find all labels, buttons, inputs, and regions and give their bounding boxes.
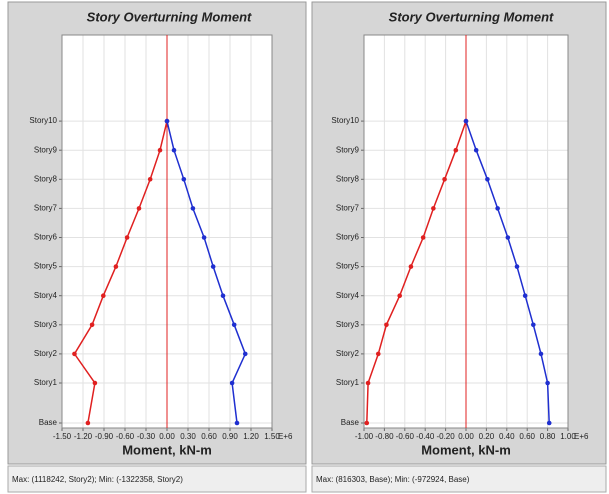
point xyxy=(89,322,95,328)
point xyxy=(242,351,248,357)
point xyxy=(514,264,520,269)
y-tick-label: Story10 xyxy=(331,116,359,125)
x-tick-label: 0.60 xyxy=(201,432,217,441)
y-tick-label: Story7 xyxy=(34,204,58,213)
y-tick-label: Story4 xyxy=(34,291,58,300)
point xyxy=(113,264,119,269)
footer-bar xyxy=(7,465,307,493)
x-tick-label: -0.30 xyxy=(137,432,156,441)
x-tick-label: -0.90 xyxy=(95,432,114,441)
y-tick-label: Story1 xyxy=(34,378,58,387)
point xyxy=(171,147,177,153)
x-tick-label: 0.60 xyxy=(519,432,535,441)
point xyxy=(442,177,447,182)
point xyxy=(229,380,235,386)
y-tick-label: Story9 xyxy=(34,145,58,154)
point xyxy=(364,420,370,426)
y-tick-label: Story7 xyxy=(336,204,360,213)
point xyxy=(473,147,479,153)
y-tick-label: Story1 xyxy=(336,378,360,387)
point xyxy=(234,420,240,426)
point xyxy=(545,380,550,386)
footer-bar xyxy=(311,465,607,493)
chart-title: Story Overturning Moment xyxy=(87,9,252,24)
x-tick-label: -0.60 xyxy=(116,432,135,441)
point xyxy=(231,322,237,328)
x-tick-label: 0.80 xyxy=(540,432,556,441)
y-tick-label: Story2 xyxy=(336,349,360,358)
x-tick-label: 0.00 xyxy=(458,432,474,441)
point xyxy=(201,235,207,240)
y-tick-label: Story8 xyxy=(34,174,58,183)
point xyxy=(538,351,544,357)
point xyxy=(375,351,381,357)
y-tick-label: Base xyxy=(39,418,58,427)
point xyxy=(72,351,77,357)
point xyxy=(92,380,98,386)
x-tick-label: -0.60 xyxy=(396,432,415,441)
point xyxy=(101,293,106,299)
point xyxy=(485,177,490,182)
point xyxy=(408,264,414,269)
y-tick-label: Story9 xyxy=(336,145,360,154)
footer-text: Max: (1118242, Story2); Min: (-1322358, … xyxy=(12,475,183,484)
point xyxy=(522,293,528,299)
point xyxy=(85,420,91,426)
point xyxy=(384,322,389,328)
y-tick-label: Base xyxy=(341,418,360,427)
x-tick-label: -1.00 xyxy=(355,432,374,441)
y-tick-label: Story6 xyxy=(336,233,360,242)
point xyxy=(136,206,142,211)
y-tick-label: Story3 xyxy=(336,320,360,329)
point xyxy=(546,420,552,426)
y-tick-label: Story2 xyxy=(34,349,58,358)
footer-text: Max: (816303, Base); Min: (-972924, Base… xyxy=(316,475,470,484)
y-tick-label: Story10 xyxy=(29,116,57,125)
point xyxy=(181,177,187,182)
point xyxy=(124,235,130,240)
y-tick-label: Story5 xyxy=(34,262,58,271)
x-tick-label: 0.20 xyxy=(479,432,495,441)
x-tick-label: -0.40 xyxy=(416,432,435,441)
point xyxy=(453,147,459,153)
x-tick-label: -1.20 xyxy=(74,432,93,441)
x-tick-label: 0.30 xyxy=(180,432,196,441)
point xyxy=(397,293,403,299)
point xyxy=(495,206,500,211)
point xyxy=(420,235,426,240)
point xyxy=(164,118,170,124)
x-axis-label: Moment, kN-m xyxy=(421,442,511,457)
x-tick-label: 1.20 xyxy=(243,432,259,441)
x-tick-label: -0.80 xyxy=(375,432,394,441)
x-exponent: E+6 xyxy=(574,432,589,441)
point xyxy=(463,118,469,124)
x-tick-label: 0.00 xyxy=(159,432,175,441)
point xyxy=(190,206,196,211)
point xyxy=(157,147,163,153)
point xyxy=(220,293,226,299)
point xyxy=(505,235,511,240)
y-tick-label: Story6 xyxy=(34,233,58,242)
point xyxy=(210,264,216,269)
y-tick-label: Story3 xyxy=(34,320,58,329)
x-exponent: E+6 xyxy=(278,432,293,441)
y-tick-label: Story5 xyxy=(336,262,360,271)
x-tick-label: 1.50 xyxy=(264,432,280,441)
point xyxy=(365,380,371,386)
y-tick-label: Story8 xyxy=(336,174,360,183)
point xyxy=(531,322,536,328)
x-tick-label: 0.90 xyxy=(222,432,238,441)
x-tick-label: 0.40 xyxy=(499,432,515,441)
x-axis-label: Moment, kN-m xyxy=(122,442,212,457)
y-tick-label: Story4 xyxy=(336,291,360,300)
x-tick-label: 1.00 xyxy=(560,432,576,441)
point xyxy=(431,206,436,211)
chart-title: Story Overturning Moment xyxy=(389,9,554,24)
x-tick-label: -1.50 xyxy=(53,432,72,441)
point xyxy=(147,177,153,182)
x-tick-label: -0.20 xyxy=(436,432,455,441)
